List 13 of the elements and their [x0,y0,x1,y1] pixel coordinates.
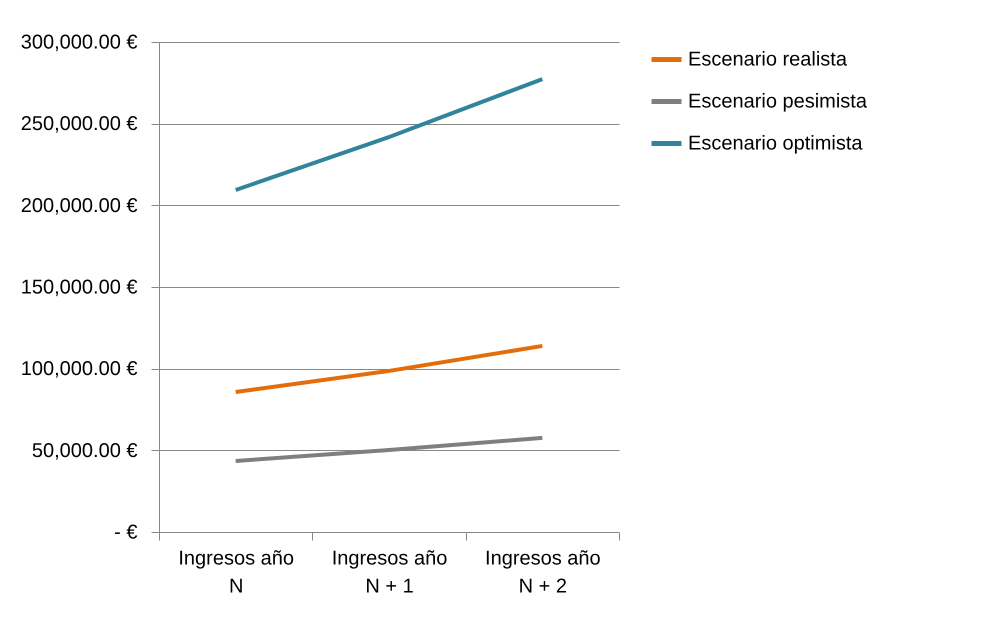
x-tick-label: Ingresos año N + 1 [332,548,448,598]
y-tick-label: 200,000.00 € [20,194,138,217]
legend-label: Escenario realista [688,48,848,70]
x-tick-label: Ingresos año N + 2 [485,548,601,598]
y-tick-label: 150,000.00 € [20,276,138,298]
y-tick-label: 300,000.00 € [20,32,138,54]
y-tick-label: 50,000.00 € [32,440,138,462]
legend-label: Escenario pesimista [688,90,868,112]
y-tick-label: - € [114,522,138,544]
y-tick-label: 100,000.00 € [20,358,138,380]
legend-label: Escenario optimista [688,132,864,154]
x-tick-label: Ingresos año N [178,548,294,598]
y-tick-label: 250,000.00 € [20,113,138,136]
